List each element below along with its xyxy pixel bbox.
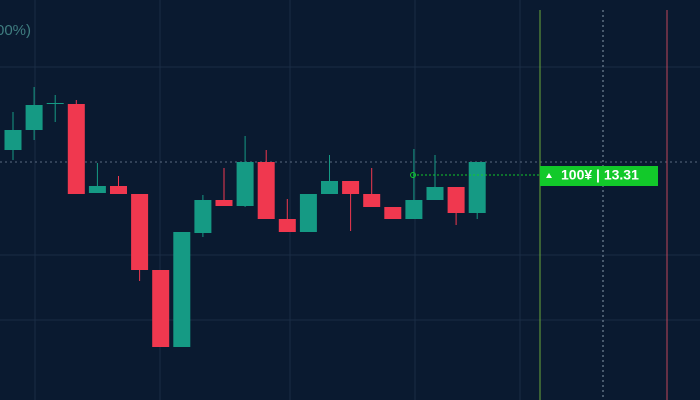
candle-body (131, 194, 149, 270)
candle-body (257, 162, 275, 219)
candle-body (363, 194, 381, 207)
position: 100¥ | 13.31 (410, 166, 658, 186)
candle-body (173, 232, 191, 347)
candle-body (110, 186, 127, 194)
candle-body (299, 194, 317, 232)
candles (4, 87, 486, 347)
position-arrow (546, 173, 552, 178)
chart-title: 00%) (0, 22, 31, 39)
candle-body (215, 200, 233, 206)
candle-body (278, 219, 296, 232)
candle-body (25, 105, 43, 130)
candle-body (4, 130, 22, 150)
candle-body (46, 103, 64, 104)
candle-body (88, 186, 106, 193)
candle-body (236, 162, 254, 206)
candle-body (67, 104, 85, 194)
candle-body (152, 270, 170, 347)
position-label-box (540, 166, 658, 186)
position-label: 100¥ | 13.31 (561, 167, 639, 183)
candle-body (468, 162, 486, 213)
candle-body (447, 187, 465, 213)
candle-body (321, 181, 338, 194)
candle-body (405, 200, 423, 219)
candle-body (384, 207, 402, 219)
position-dot (410, 172, 416, 178)
candle-body (194, 200, 212, 233)
candle-body (426, 187, 444, 200)
candle-body (342, 181, 360, 194)
